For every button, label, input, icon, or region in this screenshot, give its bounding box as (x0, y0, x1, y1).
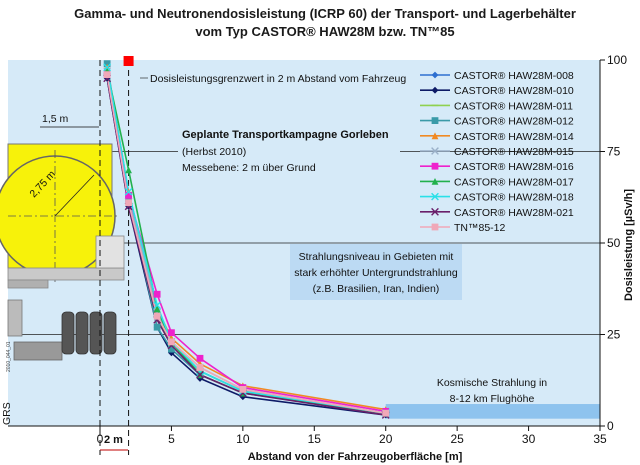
limit-label: Dosisleistungsgrenzwert in 2 m Abstand v… (150, 73, 406, 85)
dist-15-label: 1,5 m (42, 113, 69, 125)
campaign-note-sub1: (Herbst 2010) (182, 146, 246, 158)
dist-2-label: 2 m (104, 434, 123, 446)
legend-marker (431, 223, 439, 231)
legend-label: CASTOR® HAW28M-015 (454, 146, 574, 158)
y-axis-label: Dosisleistung [µSv/h] (623, 189, 635, 301)
wheel-2 (75, 311, 89, 355)
data-point (153, 301, 162, 310)
radiation-note-line1: Strahlungsniveau in Gebieten mit (299, 251, 454, 263)
limit-marker (123, 56, 134, 66)
series-markers (103, 60, 390, 419)
data-point (125, 199, 132, 207)
y-tick-label: 50 (607, 236, 621, 250)
data-point (196, 354, 204, 362)
data-point (382, 409, 390, 417)
legend-marker (431, 117, 439, 124)
legend-label: CASTOR® HAW28M-014 (454, 131, 574, 143)
data-point (124, 187, 133, 196)
legend-marker (431, 147, 439, 155)
x-tick-label: 15 (308, 432, 322, 446)
x-tick-label: 35 (593, 432, 607, 446)
data-point (153, 305, 161, 313)
data-point (196, 364, 204, 371)
legend-marker (431, 162, 439, 170)
legend-label: CASTOR® HAW28M-018 (454, 192, 574, 204)
legend-label: CASTOR® HAW28M-021 (454, 207, 574, 219)
vehicle-illustration: 2,75 m (0, 143, 125, 361)
cosmic-note-line2: 8-12 km Flughöhe (450, 393, 535, 405)
data-point (239, 386, 247, 393)
y-tick-label: 25 (607, 328, 621, 342)
radiation-note-line2: stark erhöhter Untergrundstrahlung (294, 267, 458, 279)
legend-marker (431, 178, 439, 185)
data-point (168, 338, 175, 346)
cosmic-note-line1: Kosmische Strahlung in (437, 377, 547, 389)
legend-label: CASTOR® HAW28M-008 (454, 70, 574, 82)
wheel-3 (89, 311, 103, 355)
data-point (125, 192, 132, 199)
legend-label: CASTOR® HAW28M-012 (454, 116, 574, 128)
wheel-1 (61, 311, 75, 355)
x-tick-label: 25 (450, 432, 464, 446)
campaign-note-title: Geplante Transportkampagne Gorleben (182, 129, 389, 141)
legend-marker (431, 86, 439, 94)
data-point (153, 312, 161, 320)
data-point (125, 195, 132, 203)
radiation-note-line3: (z.B. Brasilien, Iran, Indien) (313, 283, 440, 295)
chart-title-line1: Gamma- und Neutronendosisleistung (ICRP … (74, 6, 576, 21)
data-point (125, 166, 132, 174)
legend: CASTOR® HAW28M-008 CASTOR® HAW28M-010 CAST… (420, 70, 574, 234)
legend-label: CASTOR® HAW28M-016 (454, 161, 574, 173)
grs-logo: GRS (1, 402, 13, 425)
legend-label: CASTOR® HAW28M-011 (454, 100, 573, 112)
radiation-note-box (290, 244, 462, 300)
logo-code: 2010_044_01 (6, 341, 12, 372)
trailer-frame (7, 267, 125, 281)
chart-title-line2: vom Typ CASTOR® HAW28M bzw. TN™85 (195, 24, 454, 39)
wheel-4 (103, 311, 117, 355)
data-point (153, 290, 161, 298)
legend-label: TN™85-12 (454, 222, 506, 234)
x-tick-label: 20 (379, 432, 393, 446)
campaign-note-box (178, 124, 400, 178)
legend-label: CASTOR® HAW28M-017 (454, 176, 574, 188)
cosmic-radiation-band (385, 404, 600, 419)
y-tick-label: 75 (607, 145, 621, 159)
data-point (196, 370, 204, 379)
legend-marker (431, 71, 439, 79)
axle-block (13, 341, 63, 361)
x-tick-label: 0 (97, 432, 104, 446)
data-point (103, 63, 112, 72)
trailer-beam (7, 279, 49, 289)
data-point (168, 345, 175, 353)
x-tick-label: 10 (236, 432, 250, 446)
legend-marker (431, 207, 439, 216)
legend-marker (431, 192, 439, 201)
cask-radius-line (54, 174, 95, 217)
legend-marker (431, 132, 439, 140)
x-tick-label: 30 (522, 432, 536, 446)
campaign-note-sub2: Messebene: 2 m über Grund (182, 162, 316, 174)
x-tick-label: 5 (168, 432, 175, 446)
data-point (103, 60, 111, 68)
y-tick-label: 0 (607, 419, 614, 433)
trailer-bracket (95, 235, 125, 269)
x-axis-label: Abstand von der Fahrzeugoberfläche [m] (248, 451, 463, 463)
data-point (153, 323, 161, 331)
legend-label: CASTOR® HAW28M-010 (454, 85, 574, 97)
trailer-support (7, 299, 23, 337)
data-point (168, 329, 175, 337)
data-point (103, 71, 111, 79)
y-tick-label: 100 (607, 53, 627, 67)
